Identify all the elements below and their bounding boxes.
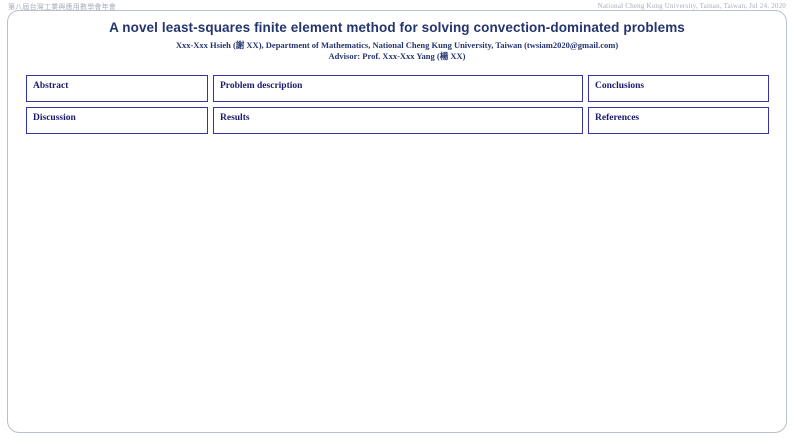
section-problem-description: Problem description	[213, 74, 583, 102]
author-line: Xxx-Xxx Hsieh (謝 XX), Department of Math…	[175, 40, 619, 50]
venue-date-note: National Cheng Kung University, Tainan, …	[597, 2, 786, 10]
section-results: Results	[213, 106, 583, 134]
section-discussion-heading: Discussion	[33, 112, 76, 123]
section-conclusions: Conclusions	[588, 74, 769, 102]
section-results-heading: Results	[220, 112, 250, 123]
section-abstract-heading: Abstract	[33, 80, 69, 91]
poster-title: A novel least-squares finite element met…	[109, 20, 685, 35]
poster-frame: A novel least-squares finite element met…	[7, 10, 787, 433]
section-problem-description-heading: Problem description	[220, 80, 303, 91]
section-references: References	[588, 106, 769, 134]
section-conclusions-heading: Conclusions	[595, 80, 645, 91]
advisor-line: Advisor: Prof. Xxx-Xxx Yang (楊 XX)	[328, 50, 466, 61]
section-references-heading: References	[595, 112, 640, 123]
section-abstract: Abstract	[26, 74, 208, 102]
section-discussion: Discussion	[26, 106, 208, 134]
sections-grid: Abstract Problem description Conclusions…	[26, 74, 770, 134]
conference-name-note: 第八屆台灣工業與應用數學會年會	[8, 3, 116, 11]
